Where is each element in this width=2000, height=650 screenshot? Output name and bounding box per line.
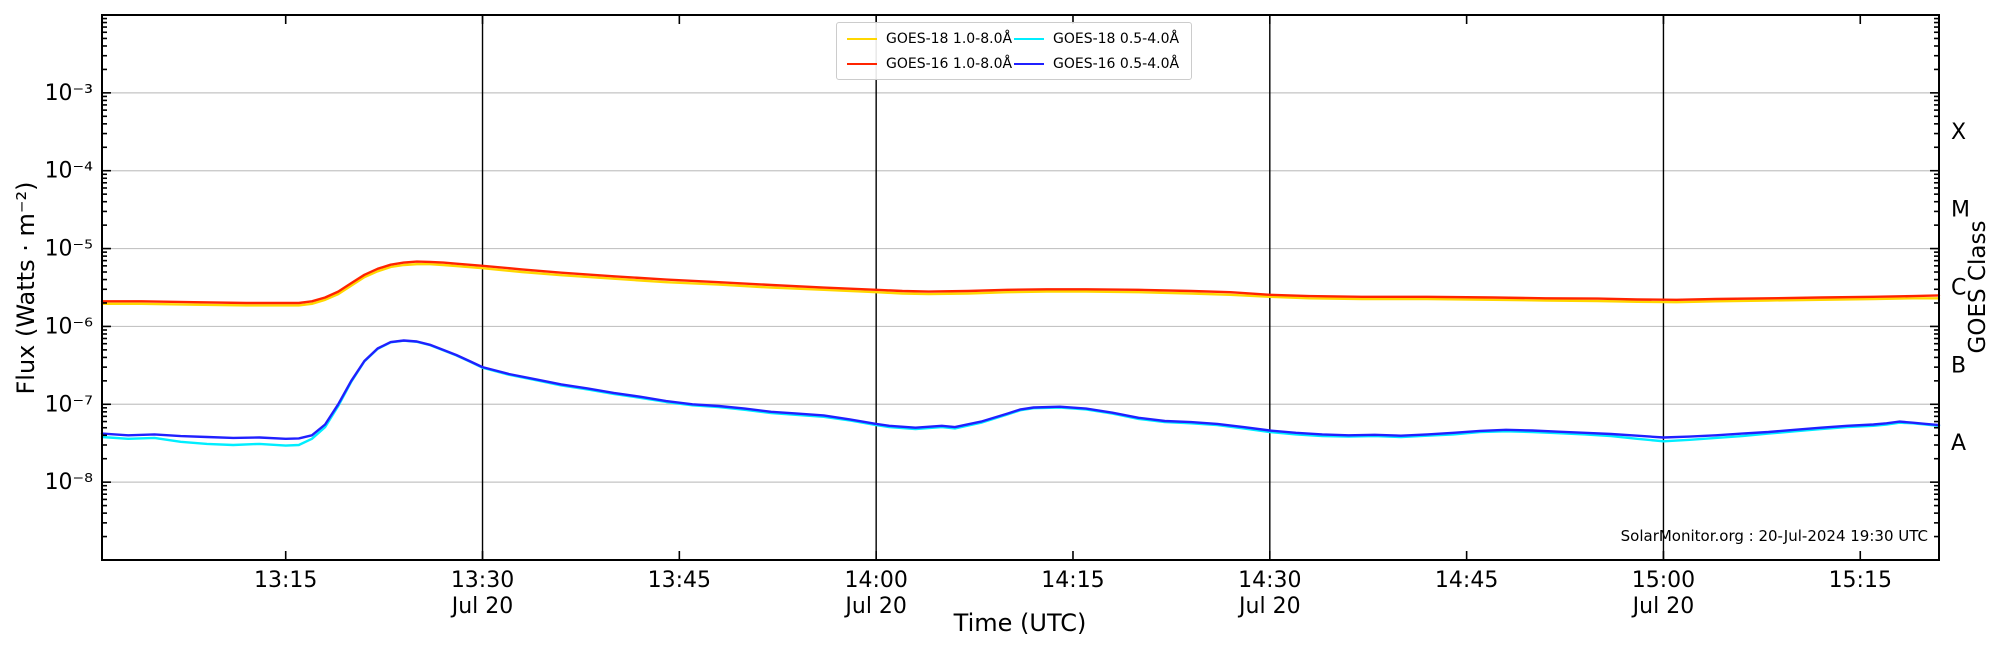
x-tick-label: 14:45 bbox=[1435, 568, 1498, 593]
x-tick-label: 15:00 bbox=[1632, 568, 1695, 593]
y-tick-label: 10⁻⁴ bbox=[45, 159, 94, 184]
x-axis-label: Time (UTC) bbox=[953, 609, 1087, 637]
goes-class-c: C bbox=[1951, 276, 1966, 301]
x-tick-label: 14:00 bbox=[844, 568, 907, 593]
gridlines bbox=[102, 92, 1939, 483]
goes16-short-swatch bbox=[1014, 62, 1044, 65]
y-tick-label: 10⁻⁸ bbox=[45, 470, 94, 495]
x-date-label: Jul 20 bbox=[843, 594, 907, 619]
x-tick-label: 13:30 bbox=[451, 568, 514, 593]
series-goes16-short bbox=[100, 339, 1941, 440]
y-tick-label: 10⁻⁷ bbox=[45, 392, 93, 417]
goes-class-a: A bbox=[1951, 431, 1966, 456]
x-tick-label: 14:30 bbox=[1238, 568, 1301, 593]
goes16-long-swatch bbox=[847, 62, 877, 65]
legend-item-goes16-short: GOES-16 0.5-4.0Å bbox=[1014, 56, 1181, 72]
legend: GOES-18 1.0-8.0Å GOES-16 1.0-8.0Å GOES-1… bbox=[836, 22, 1192, 80]
legend-label: GOES-18 0.5-4.0Å bbox=[1053, 30, 1180, 47]
series-goes16-long bbox=[100, 260, 1941, 305]
x-tick-label: 13:15 bbox=[254, 568, 317, 593]
y-tick-label: 10⁻⁵ bbox=[45, 237, 93, 262]
date-lines bbox=[481, 15, 1665, 560]
x-tick-label: 14:15 bbox=[1041, 568, 1104, 593]
x-tick-label: 13:45 bbox=[648, 568, 711, 593]
right-axis-label: GOES Class bbox=[1965, 220, 1991, 354]
legend-label: GOES-18 1.0-8.0Å bbox=[886, 30, 1013, 47]
x-date-label: Jul 20 bbox=[450, 594, 514, 619]
y-tick-label: 10⁻³ bbox=[45, 81, 93, 106]
x-date-label: Jul 20 bbox=[1631, 594, 1695, 619]
series-goes18-long bbox=[100, 263, 1941, 307]
y-tick-labels: 10⁻³ 10⁻⁴ 10⁻⁵ 10⁻⁶ 10⁻⁷ 10⁻⁸ bbox=[45, 81, 94, 495]
legend-label: GOES-16 0.5-4.0Å bbox=[1053, 55, 1180, 72]
legend-item-goes18-short: GOES-18 0.5-4.0Å bbox=[1014, 31, 1181, 47]
goes-class-x: X bbox=[1951, 120, 1966, 145]
y-axis-label: Flux (Watts · m⁻²) bbox=[12, 181, 40, 395]
goes-class-b: B bbox=[1951, 353, 1966, 378]
x-tick-label: 15:15 bbox=[1829, 568, 1892, 593]
legend-item-goes16-long: GOES-16 1.0-8.0Å bbox=[847, 56, 1014, 72]
goes-class-labels: X M C B A bbox=[1951, 120, 1970, 456]
goes-class-m: M bbox=[1951, 198, 1970, 223]
goes18-long-swatch bbox=[847, 37, 877, 40]
x-date-label: Jul 20 bbox=[1237, 594, 1301, 619]
legend-item-goes18-long: GOES-18 1.0-8.0Å bbox=[847, 31, 1014, 47]
y-tick-label: 10⁻⁶ bbox=[45, 314, 94, 339]
ticks bbox=[102, 15, 1939, 560]
goes18-short-swatch bbox=[1014, 37, 1044, 40]
source-annotation: SolarMonitor.org : 20-Jul-2024 19:30 UTC bbox=[1620, 527, 1928, 545]
legend-label: GOES-16 1.0-8.0Å bbox=[886, 55, 1013, 72]
plot-spines bbox=[101, 14, 1940, 561]
